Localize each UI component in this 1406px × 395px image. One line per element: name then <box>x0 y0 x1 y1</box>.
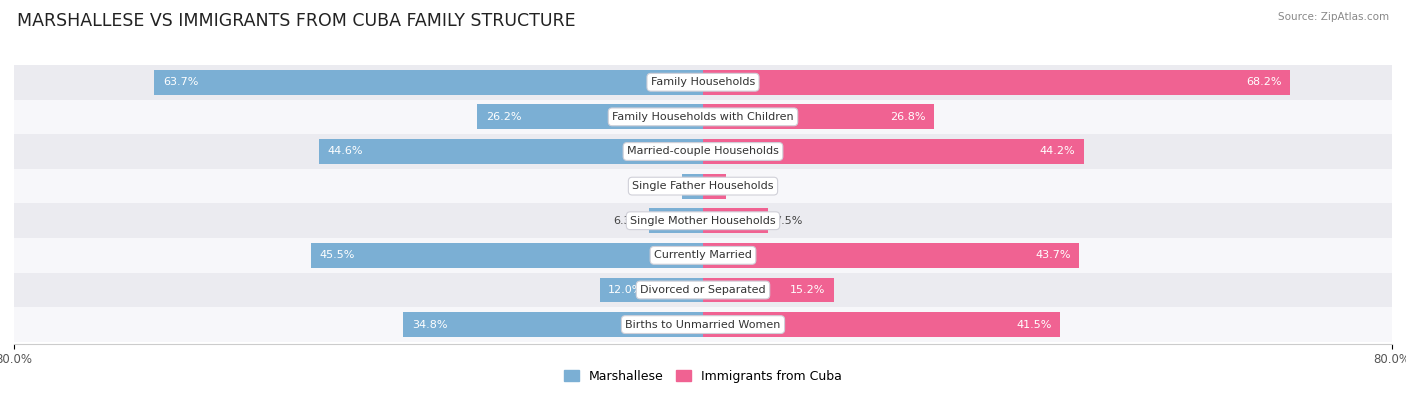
Text: 26.2%: 26.2% <box>486 112 522 122</box>
Bar <box>14 273 1392 307</box>
Text: Divorced or Separated: Divorced or Separated <box>640 285 766 295</box>
Text: 63.7%: 63.7% <box>163 77 198 87</box>
Legend: Marshallese, Immigrants from Cuba: Marshallese, Immigrants from Cuba <box>560 365 846 388</box>
Bar <box>14 65 1392 100</box>
Bar <box>703 104 934 129</box>
Bar <box>155 70 703 95</box>
Text: 45.5%: 45.5% <box>319 250 356 260</box>
Text: Family Households: Family Households <box>651 77 755 87</box>
Text: 43.7%: 43.7% <box>1035 250 1071 260</box>
Bar <box>311 243 703 268</box>
Text: 44.6%: 44.6% <box>328 147 363 156</box>
Bar <box>404 312 703 337</box>
Text: 6.3%: 6.3% <box>613 216 643 226</box>
Bar <box>703 174 727 199</box>
Text: 34.8%: 34.8% <box>412 320 447 329</box>
Text: 2.4%: 2.4% <box>647 181 675 191</box>
Bar <box>14 203 1392 238</box>
Bar <box>14 169 1392 203</box>
Bar <box>682 174 703 199</box>
Text: 15.2%: 15.2% <box>790 285 825 295</box>
Bar <box>703 243 1080 268</box>
Text: 12.0%: 12.0% <box>609 285 644 295</box>
Text: 2.7%: 2.7% <box>733 181 762 191</box>
Text: MARSHALLESE VS IMMIGRANTS FROM CUBA FAMILY STRUCTURE: MARSHALLESE VS IMMIGRANTS FROM CUBA FAMI… <box>17 12 575 30</box>
Text: 68.2%: 68.2% <box>1246 77 1282 87</box>
Text: 26.8%: 26.8% <box>890 112 925 122</box>
Bar <box>703 312 1060 337</box>
Bar <box>703 278 834 303</box>
Bar <box>599 278 703 303</box>
Text: Source: ZipAtlas.com: Source: ZipAtlas.com <box>1278 12 1389 22</box>
Text: Births to Unmarried Women: Births to Unmarried Women <box>626 320 780 329</box>
Bar <box>703 70 1291 95</box>
Text: Family Households with Children: Family Households with Children <box>612 112 794 122</box>
Bar <box>14 307 1392 342</box>
Bar <box>14 134 1392 169</box>
Text: Married-couple Households: Married-couple Households <box>627 147 779 156</box>
Bar <box>319 139 703 164</box>
Bar <box>648 208 703 233</box>
Bar <box>478 104 703 129</box>
Bar <box>703 208 768 233</box>
Text: 44.2%: 44.2% <box>1039 147 1076 156</box>
Bar <box>703 139 1084 164</box>
Text: Single Mother Households: Single Mother Households <box>630 216 776 226</box>
Text: 7.5%: 7.5% <box>775 216 803 226</box>
Text: Single Father Households: Single Father Households <box>633 181 773 191</box>
Text: Currently Married: Currently Married <box>654 250 752 260</box>
Bar <box>14 100 1392 134</box>
Bar <box>14 238 1392 273</box>
Text: 41.5%: 41.5% <box>1017 320 1052 329</box>
